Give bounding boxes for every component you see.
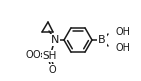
Text: N: N [51, 35, 59, 45]
Text: SH: SH [43, 51, 57, 61]
Text: O: O [48, 65, 56, 75]
Text: B: B [98, 35, 106, 45]
Text: OH: OH [115, 27, 130, 37]
Text: O: O [32, 50, 40, 60]
Text: OH: OH [115, 43, 130, 53]
Text: O: O [25, 50, 33, 60]
